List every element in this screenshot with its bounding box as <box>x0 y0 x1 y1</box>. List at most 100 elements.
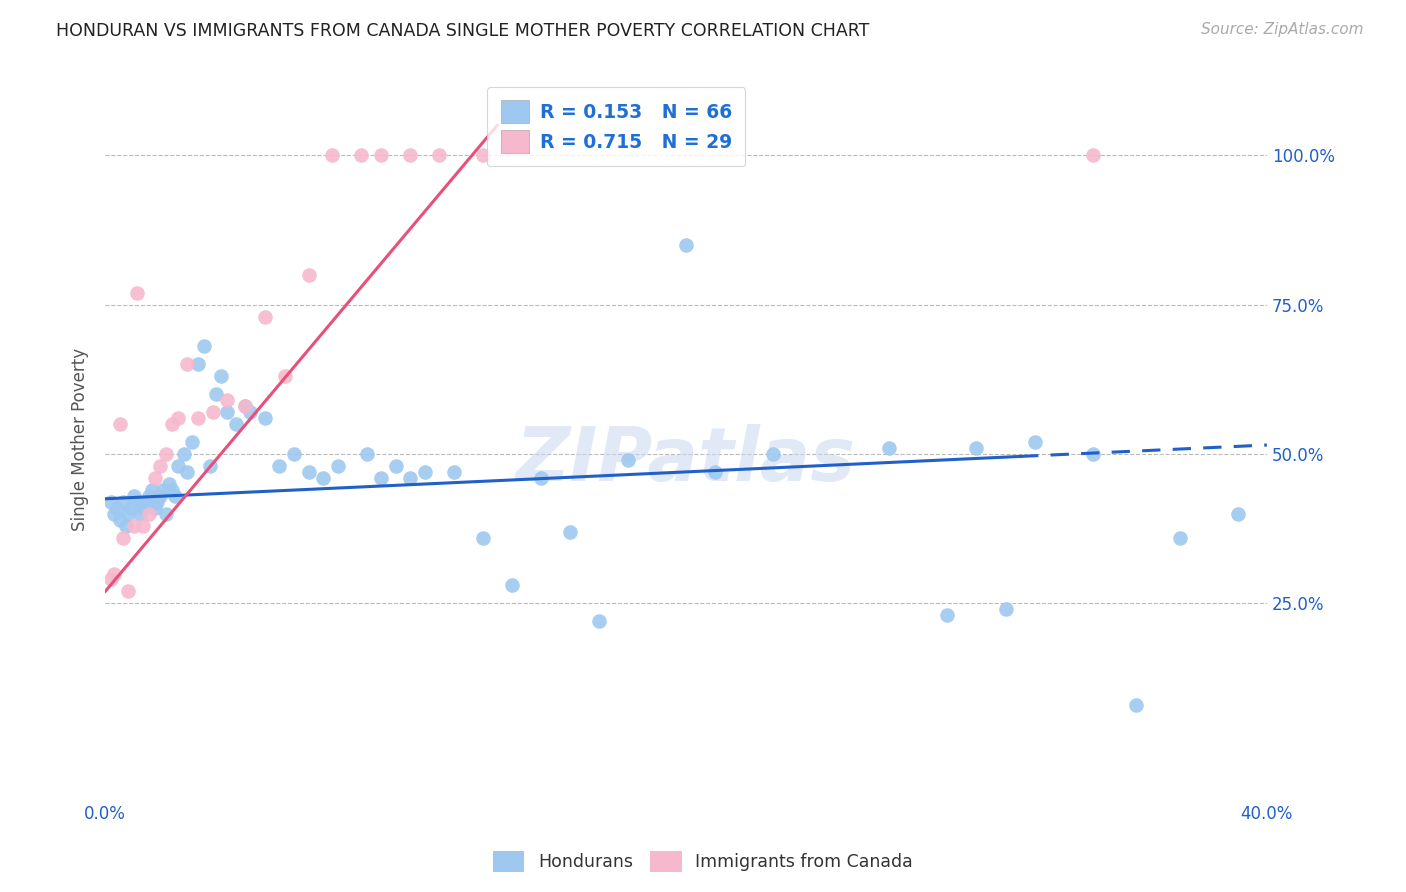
Point <box>936 608 959 623</box>
Point <box>117 584 139 599</box>
Point <box>312 471 335 485</box>
Point <box>117 507 139 521</box>
Point <box>471 531 494 545</box>
Point <box>143 500 166 515</box>
Point <box>141 483 163 497</box>
Point <box>187 411 209 425</box>
Point <box>122 489 145 503</box>
Point <box>163 489 186 503</box>
Point <box>160 417 183 431</box>
Point <box>129 507 152 521</box>
Point <box>217 405 239 419</box>
Point <box>443 465 465 479</box>
Point <box>225 417 247 431</box>
Point <box>152 483 174 497</box>
Point <box>173 447 195 461</box>
Point <box>762 447 785 461</box>
Point <box>283 447 305 461</box>
Point <box>966 441 988 455</box>
Point <box>704 465 727 479</box>
Point <box>120 500 142 515</box>
Point <box>146 495 169 509</box>
Point <box>105 500 128 515</box>
Point <box>100 573 122 587</box>
Point <box>326 458 349 473</box>
Point <box>103 507 125 521</box>
Point <box>675 237 697 252</box>
Point <box>1081 447 1104 461</box>
Point <box>370 471 392 485</box>
Point <box>149 489 172 503</box>
Y-axis label: Single Mother Poverty: Single Mother Poverty <box>72 348 89 531</box>
Point <box>114 518 136 533</box>
Point <box>879 441 901 455</box>
Point <box>1168 531 1191 545</box>
Point <box>204 387 226 401</box>
Point <box>399 148 422 162</box>
Point <box>253 411 276 425</box>
Point <box>588 615 610 629</box>
Point <box>176 357 198 371</box>
Point <box>132 500 155 515</box>
Point <box>149 458 172 473</box>
Point <box>501 578 523 592</box>
Point <box>108 417 131 431</box>
Text: Source: ZipAtlas.com: Source: ZipAtlas.com <box>1201 22 1364 37</box>
Point <box>297 465 319 479</box>
Point <box>233 399 256 413</box>
Point <box>413 465 436 479</box>
Point <box>132 518 155 533</box>
Point <box>321 148 343 162</box>
Point <box>157 476 180 491</box>
Point <box>111 495 134 509</box>
Point <box>239 405 262 419</box>
Point <box>994 602 1017 616</box>
Point <box>1226 507 1249 521</box>
Point <box>127 285 149 300</box>
Point <box>160 483 183 497</box>
Legend: Hondurans, Immigrants from Canada: Hondurans, Immigrants from Canada <box>486 844 920 879</box>
Point <box>269 458 291 473</box>
Point <box>166 411 188 425</box>
Point <box>217 393 239 408</box>
Point <box>427 148 450 162</box>
Point <box>111 531 134 545</box>
Text: ZIPatlas: ZIPatlas <box>516 425 856 497</box>
Legend: R = 0.153   N = 66, R = 0.715   N = 29: R = 0.153 N = 66, R = 0.715 N = 29 <box>488 87 745 166</box>
Point <box>122 518 145 533</box>
Point <box>297 268 319 282</box>
Point <box>176 465 198 479</box>
Point <box>193 339 215 353</box>
Point <box>233 399 256 413</box>
Point <box>471 148 494 162</box>
Point <box>209 369 232 384</box>
Point <box>103 566 125 581</box>
Point <box>1125 698 1147 712</box>
Point <box>558 524 581 539</box>
Point <box>138 507 160 521</box>
Point <box>187 357 209 371</box>
Point <box>1081 148 1104 162</box>
Point <box>108 513 131 527</box>
Point <box>181 435 204 450</box>
Point <box>1024 435 1046 450</box>
Point <box>100 495 122 509</box>
Point <box>166 458 188 473</box>
Point <box>138 489 160 503</box>
Point <box>253 310 276 324</box>
Point <box>135 495 157 509</box>
Point <box>350 148 373 162</box>
Point <box>198 458 221 473</box>
Point <box>201 405 224 419</box>
Point <box>274 369 297 384</box>
Point <box>155 507 177 521</box>
Point <box>127 495 149 509</box>
Point <box>530 471 553 485</box>
Point <box>143 471 166 485</box>
Point <box>617 453 640 467</box>
Point <box>356 447 378 461</box>
Point <box>155 447 177 461</box>
Text: HONDURAN VS IMMIGRANTS FROM CANADA SINGLE MOTHER POVERTY CORRELATION CHART: HONDURAN VS IMMIGRANTS FROM CANADA SINGL… <box>56 22 870 40</box>
Point <box>399 471 422 485</box>
Point <box>370 148 392 162</box>
